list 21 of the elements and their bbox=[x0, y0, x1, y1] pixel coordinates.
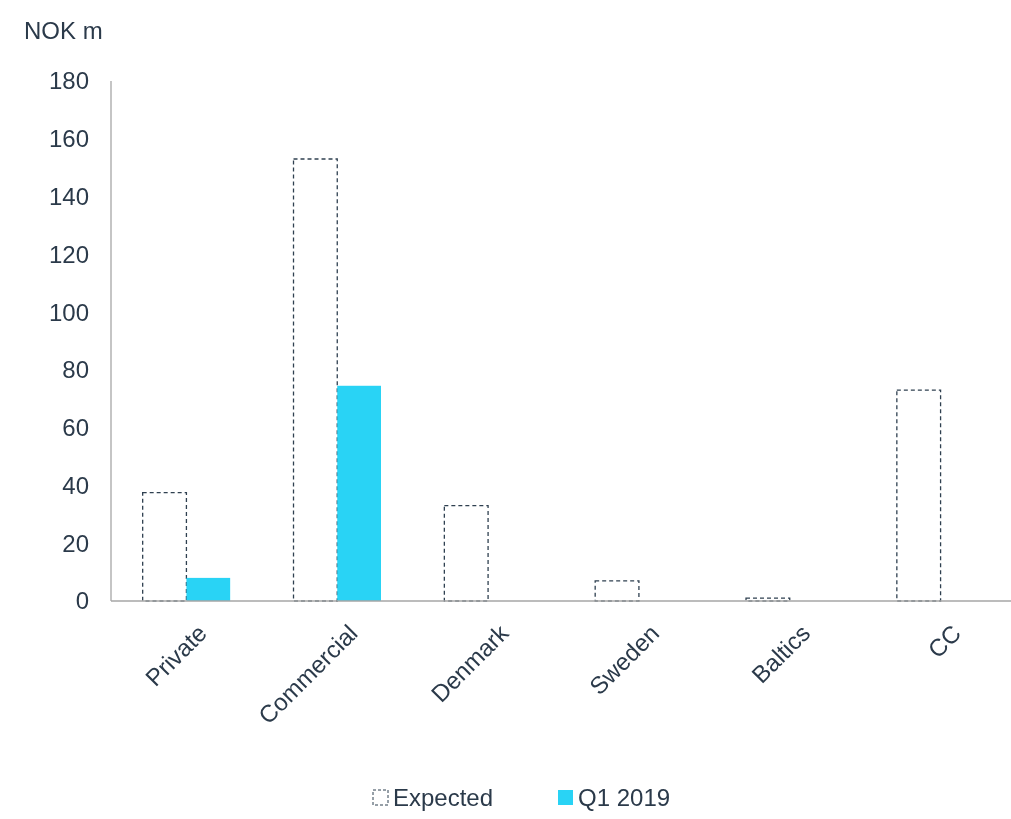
x-tick-label: CC bbox=[922, 619, 966, 663]
bar bbox=[142, 492, 188, 602]
y-tick-label: 180 bbox=[48, 67, 89, 95]
y-tick-label: 80 bbox=[62, 356, 89, 384]
y-tick-label: 160 bbox=[48, 125, 89, 153]
bar bbox=[186, 577, 231, 601]
bar bbox=[292, 158, 338, 602]
y-tick-label: 100 bbox=[48, 298, 89, 326]
bar bbox=[337, 385, 381, 601]
y-tick-label: 20 bbox=[62, 529, 89, 557]
y-tick-label: 120 bbox=[48, 240, 89, 268]
y-tick-label: 0 bbox=[75, 587, 89, 615]
bar bbox=[594, 580, 640, 602]
y-axis-title: NOK m bbox=[24, 17, 103, 44]
y-tick-label: 60 bbox=[62, 414, 89, 442]
y-tick-label: 140 bbox=[48, 182, 89, 210]
legend-label: Expected bbox=[393, 784, 494, 812]
legend-label: Q1 2019 bbox=[578, 784, 671, 812]
bar bbox=[443, 505, 489, 602]
bar bbox=[896, 389, 942, 602]
y-tick-label: 40 bbox=[62, 471, 89, 499]
